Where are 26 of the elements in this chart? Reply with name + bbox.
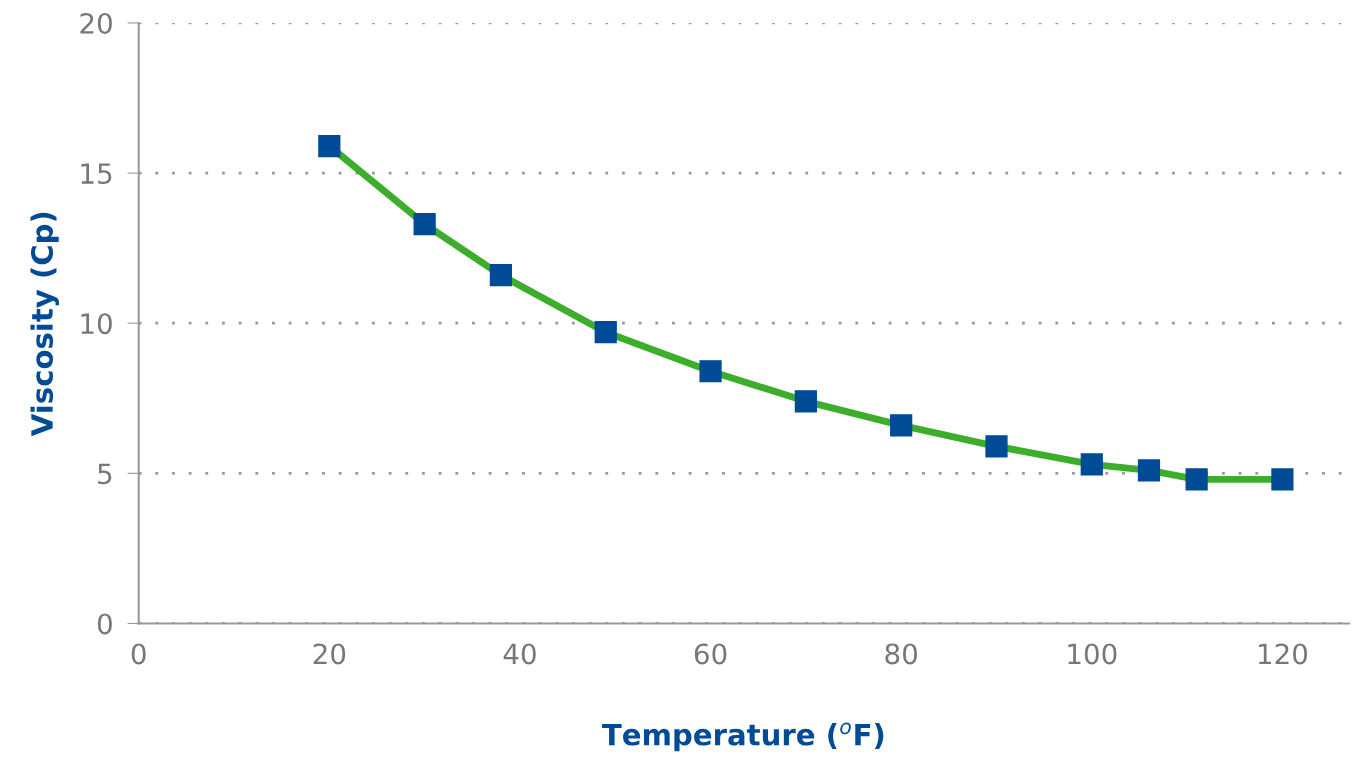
y-tick-label: 15 xyxy=(81,163,112,185)
point xyxy=(318,134,341,158)
point xyxy=(489,264,512,287)
x-tick-label: 0 xyxy=(131,643,146,665)
y-tick-label: 10 xyxy=(81,313,112,335)
x-tick-label: 80 xyxy=(885,643,918,665)
point xyxy=(413,213,436,236)
x-axis-title: Temperature ($^{o}$F) xyxy=(602,722,884,752)
y-tick-label: 20 xyxy=(80,12,112,34)
y-tick-label: 0 xyxy=(97,613,112,635)
point xyxy=(1271,468,1294,491)
x-tick-label: 40 xyxy=(503,643,536,665)
point xyxy=(594,321,617,344)
x-tick-label: 100 xyxy=(1068,643,1117,665)
y-axis-title: Viscosity (Cp) xyxy=(30,212,59,437)
y-tick-label: 5 xyxy=(98,463,112,485)
point xyxy=(1185,468,1208,491)
point xyxy=(1137,459,1161,482)
x-tick-label: 60 xyxy=(694,643,727,665)
point xyxy=(890,414,913,437)
point xyxy=(699,360,722,383)
point xyxy=(985,435,1008,458)
point xyxy=(1080,453,1103,476)
point xyxy=(794,390,817,413)
x-tick-label: 20 xyxy=(313,643,346,665)
x-tick-label: 120 xyxy=(1258,643,1308,665)
